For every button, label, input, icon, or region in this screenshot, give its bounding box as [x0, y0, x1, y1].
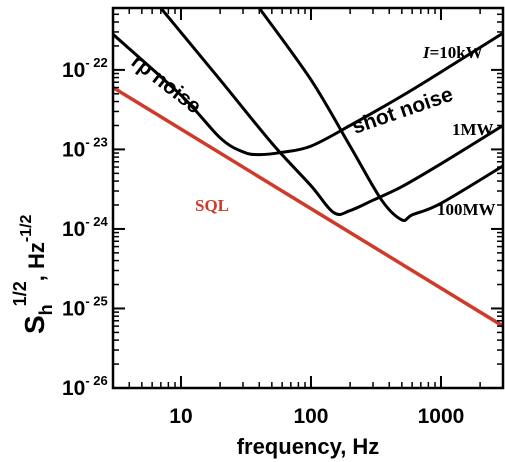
- x-tick-label: 1000: [418, 405, 465, 428]
- x-axis-label: frequency, Hz: [237, 434, 380, 459]
- curves-group: [113, 8, 503, 328]
- power-100mw-label: 100MW: [437, 200, 496, 219]
- curve-1mw: [159, 8, 503, 216]
- curve-100mw: [257, 8, 503, 223]
- curve-sql: [113, 86, 503, 328]
- y-tick-label: 10- 24: [62, 214, 109, 241]
- y-tick-label: 10- 23: [62, 134, 108, 161]
- sql-label: SQL: [195, 196, 229, 215]
- power-10kw-label: I=10kW: [422, 43, 483, 62]
- plot-frame: [111, 6, 505, 390]
- y-tick-label: 10- 25: [62, 293, 108, 320]
- x-tick-label: 100: [293, 405, 328, 428]
- rp-noise-label: rp noise: [127, 50, 206, 118]
- x-tick-label: 10: [169, 405, 192, 428]
- curve-i-10kw: [113, 31, 503, 157]
- power-1mw-label: 1MW: [452, 120, 494, 139]
- y-tick-label: 10- 26: [62, 373, 108, 400]
- shot-noise-label: shot noise: [349, 83, 456, 139]
- y-axis-label: Sh1/2, Hz-1/2: [10, 214, 56, 334]
- y-tick-label: 10- 22: [62, 55, 108, 82]
